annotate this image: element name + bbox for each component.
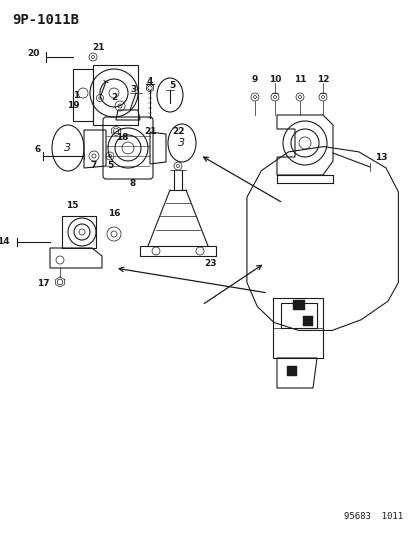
Text: 3: 3	[64, 143, 71, 153]
Text: 95683  1011: 95683 1011	[344, 512, 403, 521]
Text: 4: 4	[147, 77, 153, 85]
Text: 5: 5	[107, 161, 113, 171]
Text: 10: 10	[269, 75, 281, 84]
Text: 20: 20	[28, 49, 40, 58]
Text: 8: 8	[130, 179, 136, 188]
Text: 11: 11	[294, 75, 306, 84]
Text: 5: 5	[169, 82, 175, 91]
Text: 14: 14	[0, 238, 10, 246]
Text: 16: 16	[108, 208, 120, 217]
Text: 9P-1011B: 9P-1011B	[12, 13, 79, 27]
Text: 6: 6	[35, 146, 41, 155]
Text: 3: 3	[130, 85, 136, 94]
Text: 19: 19	[67, 101, 80, 109]
Text: 7: 7	[91, 161, 97, 171]
Text: 1: 1	[73, 92, 79, 101]
Text: 18: 18	[116, 133, 128, 142]
Polygon shape	[293, 300, 305, 310]
Text: 21: 21	[92, 43, 104, 52]
Polygon shape	[303, 316, 313, 326]
Text: 2: 2	[111, 93, 117, 102]
Polygon shape	[287, 366, 297, 376]
Text: 17: 17	[37, 279, 50, 288]
Text: 23: 23	[204, 259, 216, 268]
Text: 3: 3	[178, 138, 186, 148]
Text: 22: 22	[172, 126, 184, 135]
Text: 21: 21	[144, 126, 156, 135]
Text: 12: 12	[317, 75, 329, 84]
Text: 9: 9	[252, 75, 258, 84]
Text: 15: 15	[66, 201, 78, 211]
Text: 13: 13	[375, 152, 388, 161]
